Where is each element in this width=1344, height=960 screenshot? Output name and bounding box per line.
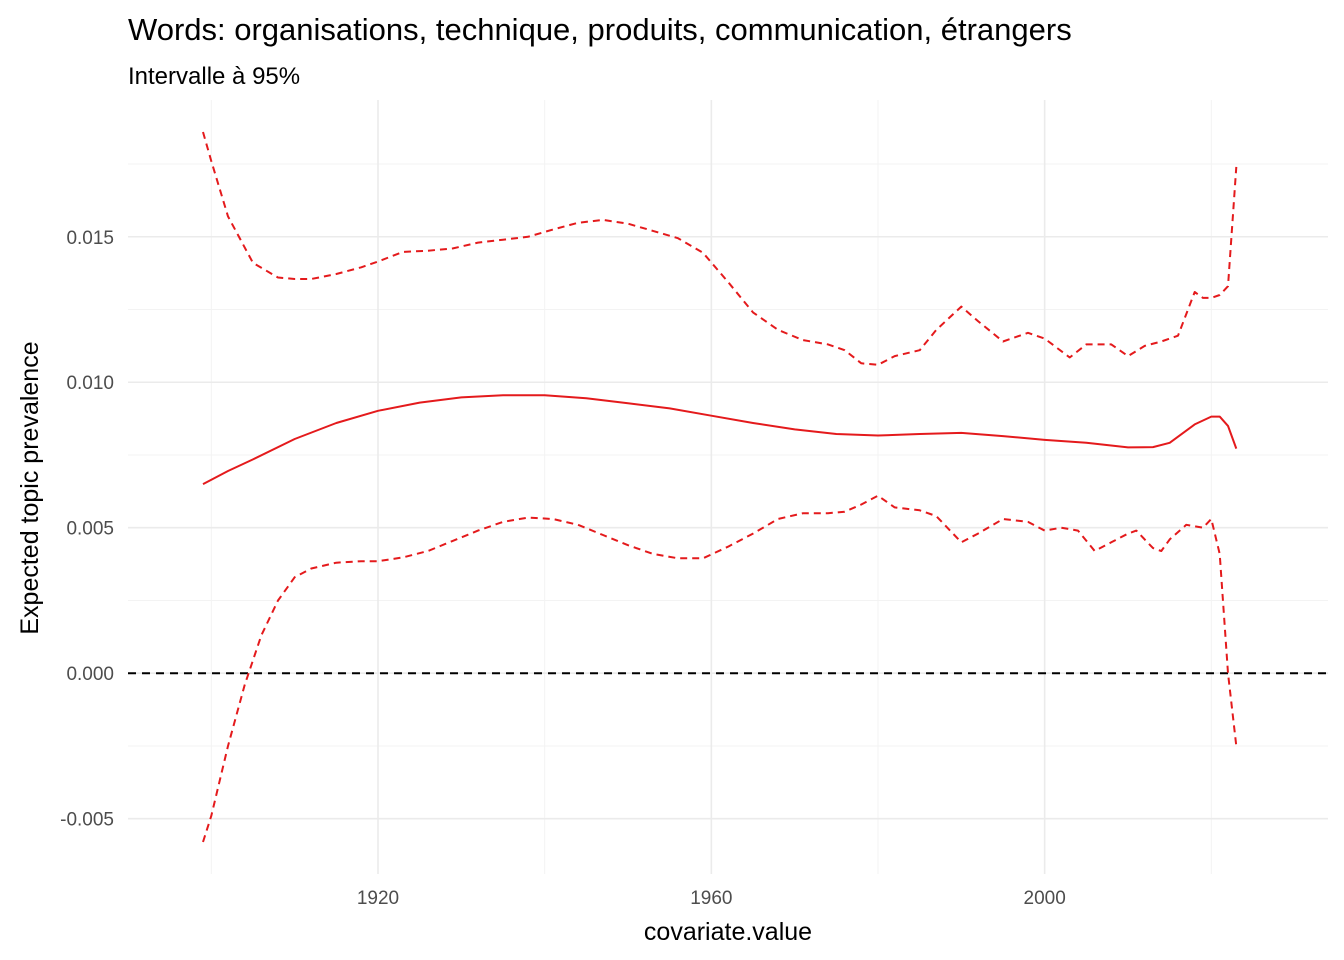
x-tick-label: 2000	[1024, 888, 1066, 909]
y-tick-label: 0.015	[66, 228, 114, 249]
y-tick-labels: -0.005 0.000 0.005 0.010 0.015	[60, 228, 114, 831]
y-axis-title: Expected topic prevalence	[16, 341, 44, 634]
y-tick-label: 0.000	[66, 664, 114, 685]
x-tick-label: 1960	[690, 888, 732, 909]
series-group	[202, 131, 1238, 843]
series-line-estimate	[202, 394, 1238, 485]
y-tick-label: 0.010	[66, 373, 114, 394]
chart-subtitle: Intervalle à 95%	[128, 63, 300, 90]
series-line-lower-95	[202, 494, 1238, 843]
chart-title: Words: organisations, technique, produit…	[128, 12, 1072, 47]
x-axis-title: covariate.value	[644, 918, 812, 946]
grid	[128, 100, 1328, 874]
x-tick-label: 1920	[357, 888, 399, 909]
y-tick-label: -0.005	[60, 810, 114, 831]
y-tick-label: 0.005	[66, 519, 114, 540]
series-line-upper-95	[202, 131, 1238, 366]
x-tick-labels: 1920 1960 2000	[357, 888, 1066, 909]
